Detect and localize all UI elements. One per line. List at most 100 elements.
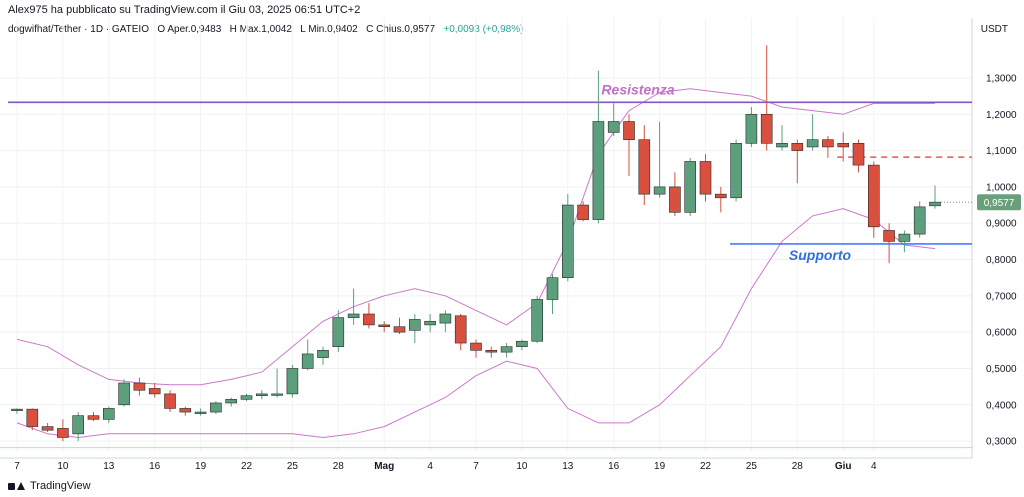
x-tick-label: 4 [871,461,877,472]
candle-body [699,161,712,195]
candle-body [424,320,436,326]
candle-body [852,143,865,166]
y-tick-label: 1,0000 [986,182,1017,193]
y-tick-label: 0,4000 [986,400,1017,411]
candle-body [57,428,69,438]
y-tick-label: 0,6000 [986,328,1017,339]
x-tick-label: 13 [103,461,115,472]
x-tick-label: 28 [333,461,345,472]
candle-body [623,121,635,140]
candle-body [439,313,452,324]
candle-body [669,186,681,213]
bollinger-band-upper [16,88,935,386]
candle-body [653,186,666,195]
candle-body [745,113,758,144]
candle-body [363,313,375,326]
x-tick-label: 7 [14,461,20,472]
candle-body [516,340,528,347]
candle-body [87,415,100,420]
y-tick-label: 0,7000 [986,291,1017,302]
candle-body [103,408,115,420]
candle-body [913,206,926,235]
support-label: Supporto [789,247,852,263]
candle-body [500,346,513,353]
candle-body [225,399,237,404]
x-tick-label: 10 [516,461,528,472]
candle-body [210,402,222,413]
tradingview-logo-icon [8,481,26,491]
candle-body [179,408,192,413]
x-tick-label: 7 [473,461,479,472]
y-tick-label: 0,5000 [986,364,1017,375]
candle-body [301,353,314,369]
currency-label: USDT [980,24,1008,35]
x-tick-label: 25 [746,461,758,472]
candle-body [41,426,54,431]
candle-body [638,139,651,195]
candle-body [378,324,391,328]
candle-body [393,326,406,333]
candle-body [929,201,941,207]
last-price-tag [977,194,1021,211]
candle-body [255,393,268,397]
symbol-name[interactable]: dogwifhat/Tether · 1D · GATEIO [8,24,149,35]
candle-body [714,193,727,199]
candle-body [730,143,742,199]
candle-body [164,393,176,409]
candle-body [26,408,39,427]
resistance-label: Resistenza [601,81,674,97]
candle-body [898,233,911,242]
x-tick-label: 16 [149,461,161,472]
x-tick-label: Mag [374,461,394,472]
candle-body [133,382,146,391]
candle-body [286,368,299,395]
x-tick-label: 19 [195,461,207,472]
tradingview-logo[interactable]: TradingView [8,480,91,492]
low-label: L [300,24,306,35]
candle-body [408,319,421,331]
x-tick-label: 25 [287,461,299,472]
y-tick-label: 0,3000 [986,437,1017,448]
candle-body [684,161,697,213]
x-tick-label: 16 [608,461,620,472]
y-tick-label: 0,9000 [986,219,1017,230]
candle-body [148,388,161,395]
symbol-ohlc-line: dogwifhat/Tether · 1D · GATEIO O Aper.0,… [8,24,523,35]
y-tick-label: 0,8000 [986,255,1017,266]
candle-body [347,313,360,318]
candle-body [317,350,329,358]
candle-body [561,204,574,278]
x-tick-label: 19 [654,461,666,472]
candle-body [485,350,498,353]
candle-body [837,143,850,148]
candle-body [592,121,605,220]
candle-body [194,411,207,414]
close-value: Chius.0,9577 [376,24,436,35]
candle-body [470,342,482,351]
x-tick-label: Giu [835,461,852,472]
candle-body [11,408,23,411]
candle-body [332,317,345,347]
candle-body [791,143,804,151]
candle-body [531,299,544,342]
candle-body [806,139,819,148]
candle-body [454,315,467,344]
candle-body [760,113,773,144]
publisher-line: Alex975 ha pubblicato su TradingView.com… [8,4,361,16]
tradingview-logo-text: TradingView [30,480,91,492]
high-label: H [229,24,237,35]
close-label: C [366,24,374,35]
low-value: Min.0,9402 [308,24,358,35]
candle-body [118,382,130,406]
x-tick-label: 28 [792,461,804,472]
x-tick-label: 10 [57,461,69,472]
open-label: O [157,24,166,35]
y-tick-label: 1,3000 [986,73,1017,84]
x-tick-label: 13 [562,461,574,472]
candle-body [271,393,283,396]
last-price-label: 0,9577 [984,198,1015,209]
high-value: Max.1,0042 [239,24,292,35]
change-value: +0,0093 (+0,98%) [443,24,524,35]
candle-body [607,121,620,133]
